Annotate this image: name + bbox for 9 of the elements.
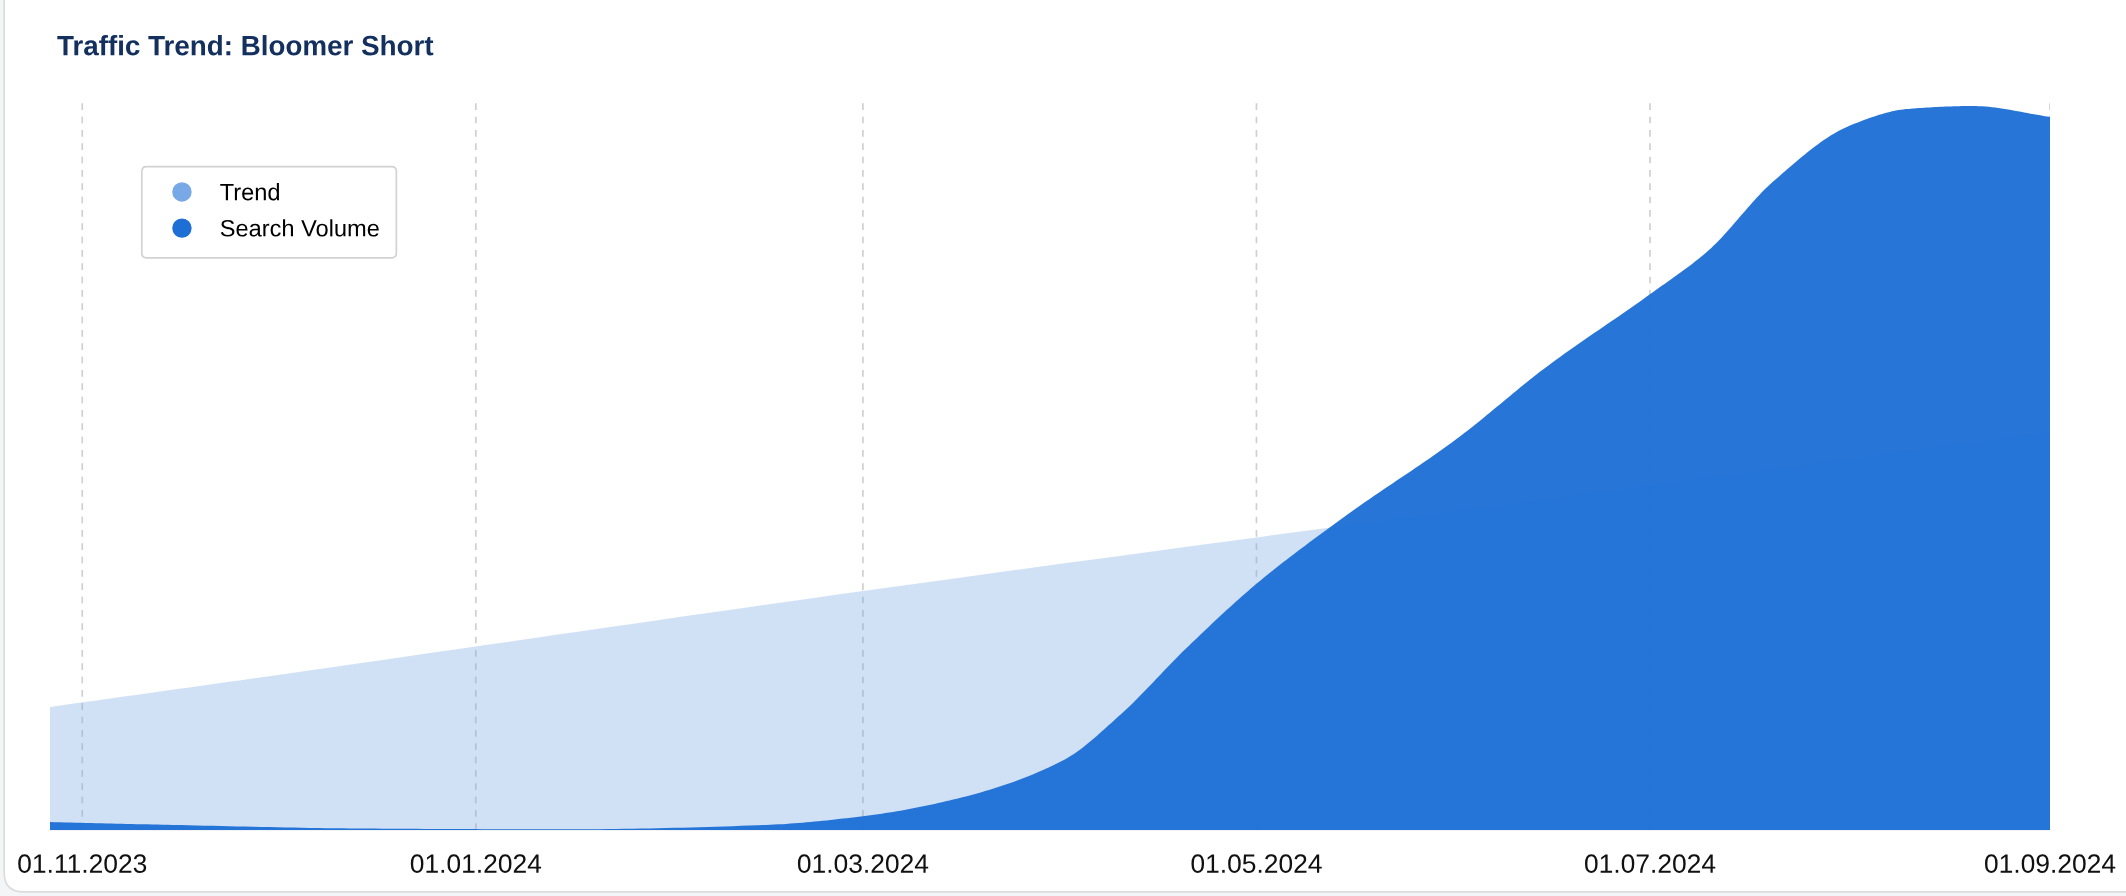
legend-label: Trend — [220, 183, 279, 201]
legend-label: Search Volume — [220, 219, 379, 237]
x-tick-label: 01.11.2023 — [18, 854, 147, 873]
chart-title: Traffic Trend: Bloomer Short — [57, 35, 434, 56]
x-tick-label: 01.01.2024 — [410, 854, 542, 873]
x-tick-label: 01.09.2024 — [1985, 854, 2116, 873]
x-tick-label: 01.05.2024 — [1191, 854, 1322, 873]
x-tick-label: 01.03.2024 — [797, 854, 929, 873]
x-tick-label: 01.07.2024 — [1585, 854, 1716, 873]
